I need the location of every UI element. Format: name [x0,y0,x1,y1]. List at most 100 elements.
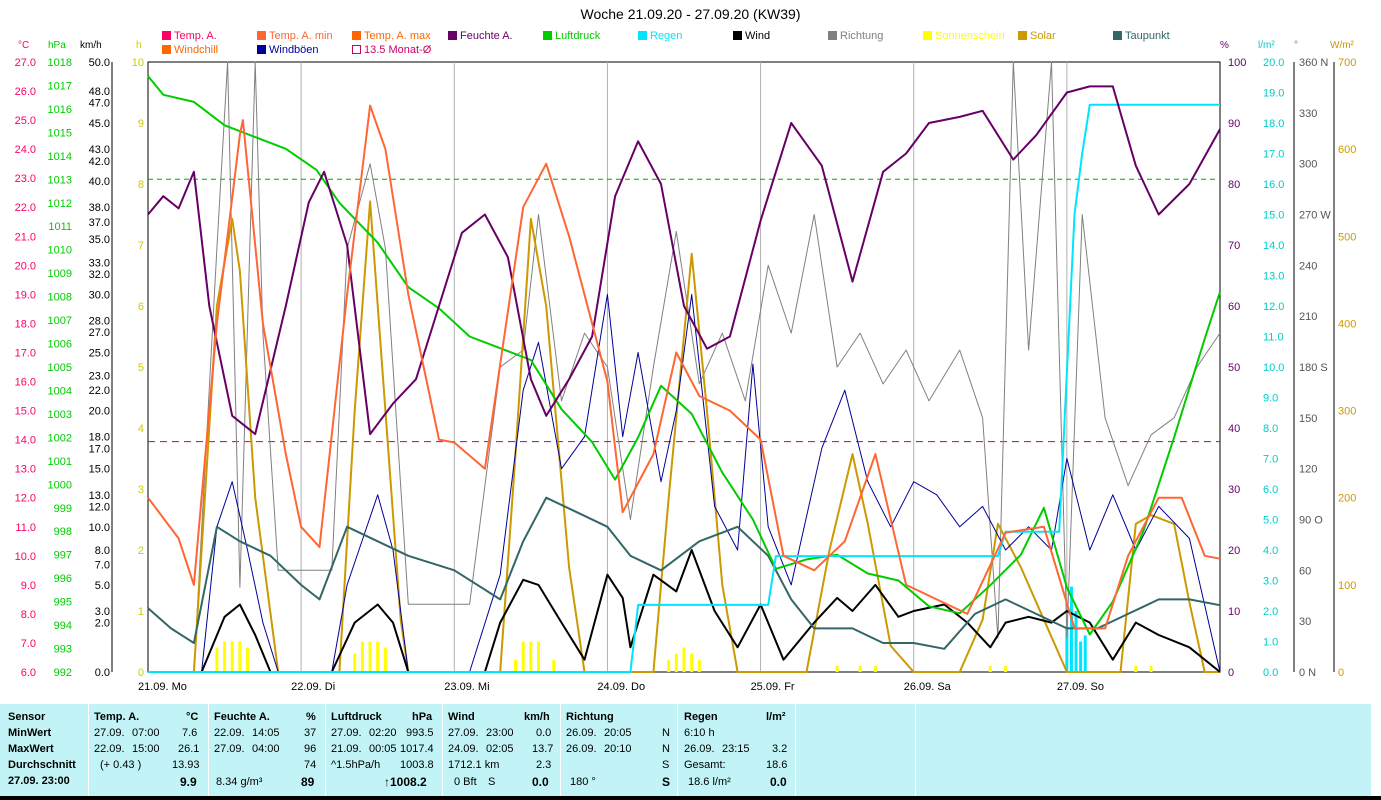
direction-tick-label: 30 [1299,616,1311,628]
wind-tick-label: 5.0 [95,580,110,592]
wind-tick-label: 18.0 [89,432,110,444]
stats-temp-max-val: 26.1 [178,743,200,755]
pressure-tick-label: 1013 [48,174,72,186]
stats-press-header: Luftdruck [331,711,382,723]
rain-tick-label: 5.0 [1263,515,1278,527]
wind-tick-label: 45.0 [89,118,110,130]
sun-tick-label: 9 [138,118,144,130]
legend-swatch [733,31,742,40]
stats-rain-current: 0.0 [770,775,787,789]
humidity-tick-label: 70 [1228,240,1240,252]
direction-tick-label: 150 [1299,413,1317,425]
wind-tick-label: 27.0 [89,327,110,339]
stats-dir-avg-dir: S [662,759,670,771]
stats-hum-current: 89 [301,775,315,789]
sunshine-bar [552,659,556,672]
stats-temp-avg-val: 13.93 [172,759,200,771]
stats-panel: Sensor MinWert MaxWert Durchschnitt 27.0… [0,704,1371,796]
stats-press-unit: hPa [412,711,433,723]
wind-tick-label: 35.0 [89,234,110,246]
stats-header-sensor: Sensor [8,711,46,723]
stats-press-min-val: 993.5 [406,727,434,739]
legend-label: Temp. A. min [269,30,333,42]
sunshine-bar [667,659,671,672]
sunshine-bar [238,641,242,672]
stats-press-min-time: 02:20 [369,727,397,739]
stats-hum-min-val: 37 [304,727,317,739]
legend-swatch [1113,31,1122,40]
temp-tick-label: 14.0 [15,435,36,447]
stats-hum-max-date: 27.09. [214,743,245,755]
wind-tick-label: 15.0 [89,464,110,476]
direction-tick-label: 60 [1299,565,1311,577]
direction-tick-label: 360 N [1299,57,1328,69]
direction-tick-label: 330 [1299,108,1317,120]
solar-tick-label: 500 [1338,231,1356,243]
temp-tick-label: 12.0 [15,493,36,505]
pressure-tick-label: 1016 [48,104,72,116]
stats-temp-min-time: 07:00 [132,727,160,739]
stats-rain-max-val: 3.2 [772,743,788,755]
legend-swatch [162,31,171,40]
temp-tick-label: 22.0 [15,202,36,214]
wind-tick-label: 50.0 [89,57,110,69]
stats-temp-min-date: 27.09. [94,727,125,739]
temp-tick-label: 18.0 [15,318,36,330]
legend-item: 13.5 Monat-Ø [352,44,431,56]
wind-tick-label: 20.0 [89,406,110,418]
direction-tick-label: 180 S [1299,362,1328,374]
rain-bar [1065,626,1069,672]
sun-tick-label: 2 [138,545,144,557]
stats-dir-degrees: 180 ° [570,776,596,788]
stats-temp-min-val: 7.6 [182,727,198,739]
legend-swatch [352,45,361,54]
day-label: 25.09. Fr [751,681,795,693]
day-label: 26.09. Sa [904,681,952,693]
rain-tick-label: 7.0 [1263,454,1278,466]
stats-hum-max-time: 04:00 [252,743,280,755]
unit-solar: W/m² [1330,40,1354,51]
sunshine-bar [1134,665,1138,672]
legend-label: 13.5 Monat-Ø [364,44,432,56]
rain-tick-label: 3.0 [1263,576,1278,588]
pressure-tick-label: 1003 [48,409,72,421]
pressure-tick-label: 1005 [48,362,72,374]
rain-tick-label: 13.0 [1263,271,1284,283]
stats-row-min: MinWert [8,727,52,739]
stats-wind-min-time: 23:00 [486,727,514,739]
stats-dir-min-dir: N [662,727,670,739]
stats-wind-max-time: 02:05 [486,743,514,755]
sun-tick-label: 0 [138,667,144,679]
stats-wind-max-val: 13.7 [532,743,554,755]
sun-tick-label: 10 [132,57,144,69]
sunshine-bar [690,653,694,672]
legend-item: Regen [638,30,682,42]
wind-tick-label: 17.0 [89,443,110,455]
legend-swatch [257,45,266,54]
wind-tick-label: 10.0 [89,522,110,534]
pressure-tick-label: 995 [54,597,72,609]
temp-tick-label: 23.0 [15,173,36,185]
wind-tick-label: 0.0 [95,667,110,679]
pressure-tick-label: 992 [54,667,72,679]
solar-tick-label: 700 [1338,57,1356,69]
wind-tick-label: 48.0 [89,86,110,98]
pressure-tick-label: 1017 [48,80,72,92]
pressure-tick-label: 994 [54,620,72,632]
stats-rain-total-val: 18.6 [766,759,788,771]
pressure-tick-label: 1014 [48,151,72,163]
unit-temp: °C [18,40,30,51]
humidity-tick-label: 40 [1228,423,1240,435]
legend-label: Temp. A. max [364,30,431,42]
series-line-richtung [148,61,1221,673]
solar-tick-label: 100 [1338,580,1356,592]
rain-tick-label: 0.0 [1263,667,1278,679]
legend-item: Sonnenschein [923,30,1005,42]
wind-tick-label: 32.0 [89,269,110,281]
wind-tick-label: 25.0 [89,347,110,359]
humidity-tick-label: 80 [1228,179,1240,191]
stats-dir-min-date: 26.09. [566,727,597,739]
sunshine-bar [353,653,357,672]
day-label: 21.09. Mo [138,681,187,693]
legend-label: Wind [745,30,771,42]
